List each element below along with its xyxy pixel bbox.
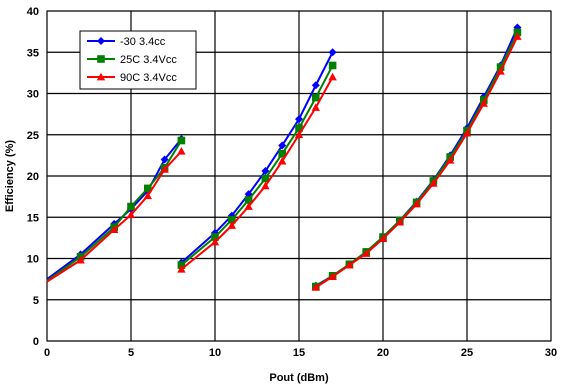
data-point [144,184,152,193]
legend-label: 25C 3.4Vcc [120,54,177,66]
data-point [513,32,522,40]
data-point [311,81,320,90]
data-point [295,115,303,124]
data-point [228,215,236,224]
y-tick-labels: 0 5 10 15 20 25 30 35 40 [27,6,39,348]
data-point [210,237,220,246]
x-tick-label: 10 [209,347,221,359]
data-point [76,255,85,264]
y-tick-label: 40 [27,6,39,18]
x-tick-label: 20 [377,347,389,359]
data-point [278,141,287,150]
legend-item: 90C 3.4Vcc [87,72,177,84]
series-layer [46,23,522,291]
data-point [97,37,105,45]
data-point [261,167,270,176]
data-point [295,124,303,132]
x-axis-title: Pout (dBm) [269,372,329,384]
data-point [378,234,388,243]
data-point [244,202,253,210]
data-point [312,93,320,102]
data-point [110,225,119,233]
y-tick-label: 5 [33,295,39,307]
data-point [328,61,337,70]
data-point [328,72,337,81]
data-point [177,265,186,273]
legend-item: 25C 3.4Vcc [87,54,177,66]
data-point [160,155,169,164]
data-point [294,130,304,139]
legend-item: -30 3.4cc [87,36,166,48]
data-point [261,174,270,183]
y-tick-label: 15 [27,212,39,224]
data-point [244,196,253,204]
y-tick-label: 20 [27,171,39,183]
data-point [446,156,455,164]
data-point [227,221,236,229]
x-tick-labels: 0 5 10 15 20 25 30 [44,347,557,359]
series-3 [46,32,522,291]
data-point [160,165,169,173]
data-point [362,249,371,257]
data-point [496,67,505,75]
legend: -30 3.4cc 25C 3.4Vcc 90C 3.4Vcc [79,30,197,90]
y-tick-label: 10 [27,254,39,266]
y-tick-label: 35 [27,47,39,59]
data-point [96,72,106,81]
y-tick-label: 30 [27,89,39,101]
x-tick-label: 0 [44,347,50,359]
data-point [127,202,135,211]
data-point [177,147,186,155]
data-point [345,260,354,269]
data-point [395,218,404,226]
data-point [278,156,287,165]
plot-border [46,10,552,342]
data-point [328,272,337,281]
legend-label: 90C 3.4Vcc [120,72,177,84]
legend-label: -30 3.4cc [120,36,166,48]
x-tick-label: 15 [293,347,305,359]
data-point [479,99,488,107]
data-point [429,179,438,187]
data-point [412,199,421,208]
data-point [143,191,152,200]
x-tick-label: 5 [128,347,134,359]
data-point [462,128,472,137]
y-tick-label: 0 [33,336,39,348]
data-point [311,283,320,291]
data-point [97,55,105,63]
x-tick-label: 25 [461,347,473,359]
y-axis-title: Efficiency (%) [4,140,16,212]
data-point [261,181,270,190]
data-point [328,48,337,57]
data-point [126,210,136,219]
data-point [211,233,219,241]
x-tick-label: 30 [545,347,557,359]
data-point [311,103,320,111]
data-point [177,136,186,145]
y-tick-label: 25 [27,130,39,142]
data-point [278,149,286,158]
